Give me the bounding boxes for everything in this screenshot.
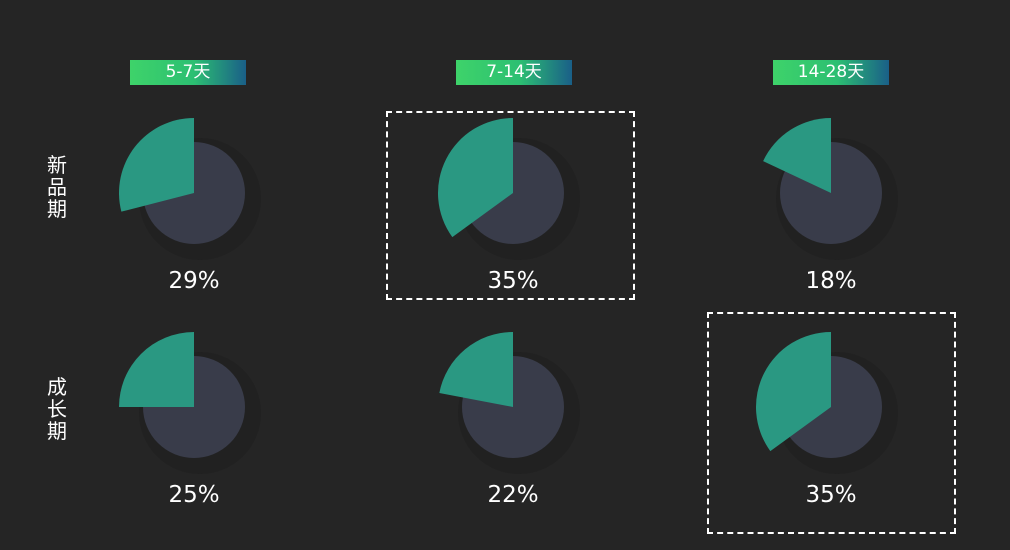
pie-percent-label: 25% [168, 482, 220, 508]
pie-share-slice [119, 332, 194, 407]
highlight-box-growth-14-28 [707, 312, 956, 534]
pie-share-slice [119, 118, 194, 212]
pie-0-1 [438, 118, 580, 260]
row-label-0: 新品期 [44, 154, 70, 220]
pie-0-0 [119, 118, 261, 260]
row-label-char: 成 [47, 375, 67, 399]
col-header-0: 5-7天 [130, 60, 246, 85]
row-label-char: 长 [47, 397, 67, 421]
pie-1-0 [119, 332, 261, 474]
pie-1-1 [439, 332, 580, 474]
pie-percent-label: 22% [487, 482, 539, 508]
pie-percent-label: 18% [805, 268, 857, 294]
pie-share-slice [439, 332, 513, 407]
row-label-1: 成长期 [44, 376, 70, 442]
pie-share-slice [438, 118, 513, 238]
col-header-2: 14-28天 [773, 60, 889, 85]
highlight-box-new-7-14 [386, 111, 635, 300]
pie-percent-label: 29% [168, 268, 220, 294]
row-label-char: 期 [47, 197, 67, 221]
row-label-char: 期 [47, 419, 67, 443]
row-label-char: 新 [47, 153, 67, 177]
pie-share-slice [756, 332, 831, 452]
pie-0-2 [763, 118, 898, 260]
col-header-1: 7-14天 [456, 60, 572, 85]
pie-percent-label: 35% [487, 268, 539, 294]
pie-percent-label: 35% [805, 482, 857, 508]
pie-1-2 [756, 332, 898, 474]
row-label-char: 品 [47, 175, 67, 199]
pie-share-slice [763, 118, 831, 193]
